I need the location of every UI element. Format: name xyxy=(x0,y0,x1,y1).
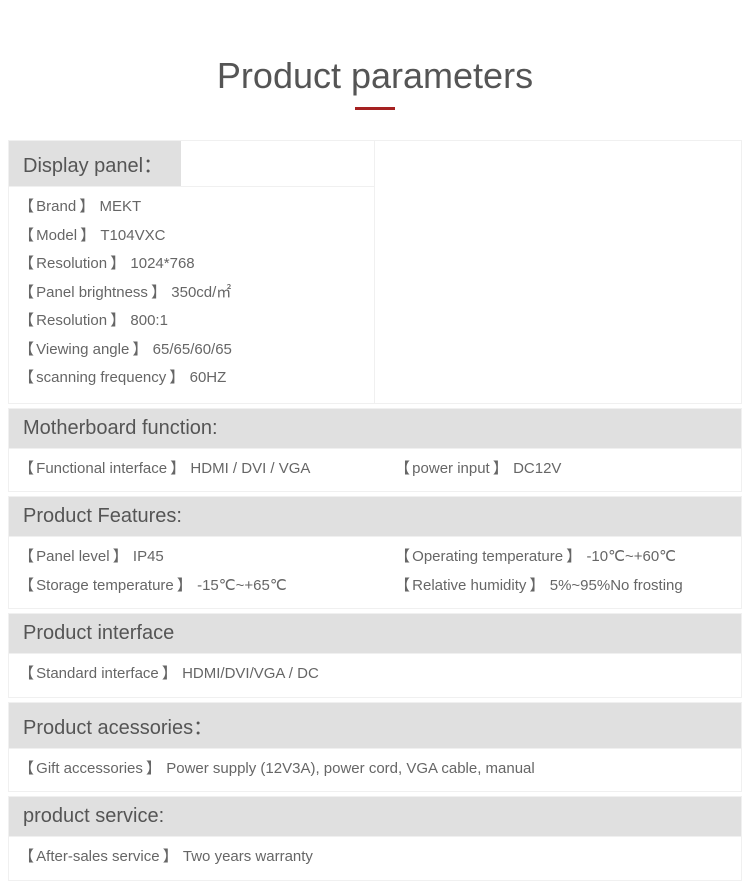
spec-value: 1024*768 xyxy=(130,255,194,272)
spec-label: Gift accessories xyxy=(19,760,160,777)
spec-label: Viewing angle xyxy=(19,341,146,358)
spec-value: IP45 xyxy=(133,548,164,565)
spec-label: After-sales service xyxy=(19,848,177,865)
spec-value: Power supply (12V3A), power cord, VGA ca… xyxy=(166,760,535,777)
spec-value: HDMI / DVI / VGA xyxy=(190,460,310,477)
spec-label: Model xyxy=(19,227,94,244)
product-parameters-page: Product parameters Display panel： Brand … xyxy=(0,0,750,881)
spec-label: Storage temperature xyxy=(19,577,191,594)
section-header-features: Product Features: xyxy=(9,497,741,537)
spec-value: 60HZ xyxy=(190,369,227,386)
spec-value: Two years warranty xyxy=(183,848,313,865)
spec-row: Brand MEKT xyxy=(19,193,364,222)
sections: Display panel： Brand MEKT Model T104VXC … xyxy=(0,140,750,881)
spec-row: Operating temperature -10℃~+60℃ xyxy=(395,543,676,572)
section-header-accessories: Product acessories： xyxy=(9,703,741,749)
section-header-interface: Product interface xyxy=(9,614,741,654)
spec-row: Relative humidity 5%~95%No frosting xyxy=(395,572,683,601)
spec-row: Functional interface HDMI / DVI / VGA xyxy=(19,455,310,484)
spec-label: Functional interface xyxy=(19,460,184,477)
spec-value: DC12V xyxy=(513,460,561,477)
spec-row: Panel level IP45 xyxy=(19,543,164,572)
spec-row: Panel brightness 350cd/㎡ xyxy=(19,279,364,308)
spec-value: T104VXC xyxy=(100,227,165,244)
spec-row: Standard interface HDMI/DVI/VGA / DC xyxy=(19,660,731,689)
spec-row: power input DC12V xyxy=(395,455,561,484)
spec-label: Panel brightness xyxy=(19,284,165,301)
spec-value: -10℃~+60℃ xyxy=(586,548,676,565)
title-block: Product parameters xyxy=(0,0,750,140)
spec-value: 800:1 xyxy=(130,312,168,329)
spec-row: Resolution 800:1 xyxy=(19,307,364,336)
spec-row: Model T104VXC xyxy=(19,222,364,251)
display-panel-body: Brand MEKT Model T104VXC Resolution 1024… xyxy=(9,187,374,403)
section-header-service: product service: xyxy=(9,797,741,837)
spec-label: Relative humidity xyxy=(395,577,544,594)
spec-label: Standard interface xyxy=(19,665,176,682)
spec-value: HDMI/DVI/VGA / DC xyxy=(182,665,319,682)
section-header-display-panel: Display panel： xyxy=(9,141,181,186)
spec-row: After-sales service Two years warranty xyxy=(19,843,731,872)
section-display-panel: Display panel： Brand MEKT Model T104VXC … xyxy=(8,140,742,404)
spec-label: Brand xyxy=(19,198,93,215)
section-service: product service: After-sales service Two… xyxy=(8,796,742,881)
spec-label: Resolution xyxy=(19,312,124,329)
section-header-motherboard: Motherboard function: xyxy=(9,409,741,449)
spec-row: Gift accessories Power supply (12V3A), p… xyxy=(19,755,731,784)
spec-row: Resolution 1024*768 xyxy=(19,250,364,279)
display-panel-empty-right xyxy=(375,141,741,403)
spec-label: Resolution xyxy=(19,255,124,272)
spec-value: 65/65/60/65 xyxy=(153,341,232,358)
spec-row: scanning frequency 60HZ xyxy=(19,364,364,393)
page-title: Product parameters xyxy=(217,55,533,97)
section-motherboard: Motherboard function: Functional interfa… xyxy=(8,408,742,493)
spec-label: Operating temperature xyxy=(395,548,580,565)
spec-row: Storage temperature -15℃~+65℃ xyxy=(19,572,287,601)
spec-label: Panel level xyxy=(19,548,127,565)
spec-label: power input xyxy=(395,460,507,477)
section-interface: Product interface Standard interface HDM… xyxy=(8,613,742,698)
spec-value: 5%~95%No frosting xyxy=(550,577,683,594)
spec-value: MEKT xyxy=(100,198,142,215)
section-accessories: Product acessories： Gift accessories Pow… xyxy=(8,702,742,793)
spec-value: -15℃~+65℃ xyxy=(197,577,287,594)
spec-label: scanning frequency xyxy=(19,369,183,386)
spec-row: Viewing angle 65/65/60/65 xyxy=(19,336,364,365)
title-underline xyxy=(355,107,395,110)
section-features: Product Features: Panel level IP45 Opera… xyxy=(8,496,742,609)
spec-value: 350cd/㎡ xyxy=(171,284,231,301)
